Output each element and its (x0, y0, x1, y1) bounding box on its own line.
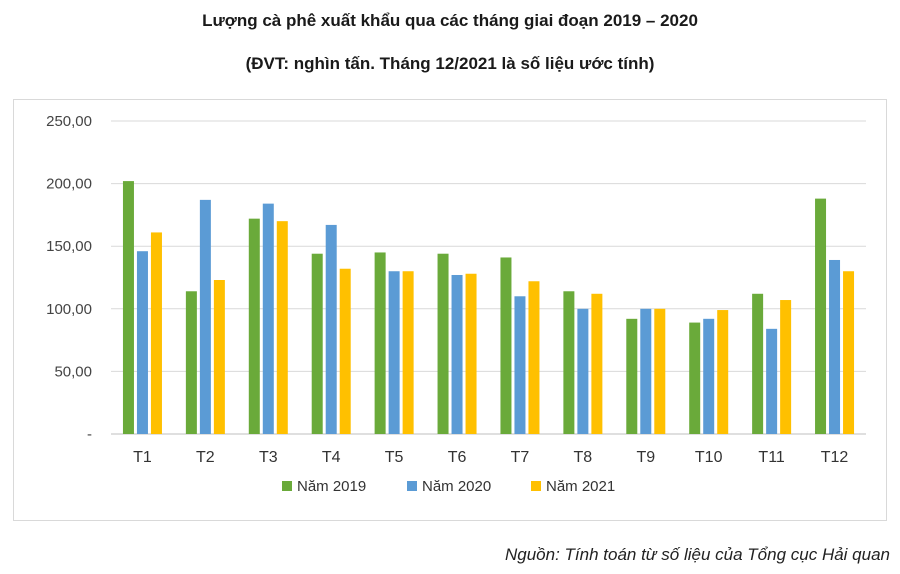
bar-t3-năm-2021 (276, 221, 288, 434)
bar-t10-năm-2021 (717, 310, 729, 434)
bar-t1-năm-2019 (122, 181, 134, 434)
x-tick-label: T3 (259, 449, 278, 466)
legend-swatch (531, 481, 541, 491)
bar-t7-năm-2019 (500, 257, 512, 434)
bar-t1-năm-2021 (150, 232, 162, 434)
bar-t12-năm-2019 (815, 198, 827, 434)
legend-label: Năm 2020 (422, 478, 491, 495)
bar-t10-năm-2019 (689, 322, 701, 434)
x-tick-label: T9 (636, 449, 655, 466)
bar-chart: - 50,00 100,00 150,00 200,00 250,00 T1 T2 T3 T4 T5… (46, 113, 866, 495)
bar-t6-năm-2021 (465, 273, 477, 434)
legend-swatch (407, 481, 417, 491)
bar-t7-năm-2021 (528, 281, 540, 434)
bar-t1-năm-2020 (136, 251, 148, 434)
bar-t8-năm-2019 (563, 291, 575, 434)
bar-t5-năm-2021 (402, 271, 414, 434)
bar-t4-năm-2019 (311, 253, 323, 434)
y-tick-label: 200,00 (46, 176, 92, 193)
bar-t3-năm-2019 (248, 218, 260, 434)
bar-t6-năm-2019 (437, 253, 449, 434)
bar-t5-năm-2019 (374, 252, 386, 434)
x-tick-label: T5 (385, 449, 404, 466)
bar-t2-năm-2021 (213, 280, 225, 434)
x-tick-label: T4 (322, 449, 341, 466)
source-note: Nguồn: Tính toán từ số liệu của Tổng cục… (504, 545, 890, 564)
bar-t2-năm-2020 (199, 199, 211, 434)
x-tick-label: T10 (695, 449, 723, 466)
bar-t11-năm-2021 (780, 300, 792, 434)
bar-t2-năm-2019 (185, 291, 197, 434)
bar-t7-năm-2020 (514, 296, 526, 434)
legend-swatch (282, 481, 292, 491)
bar-t3-năm-2020 (262, 203, 274, 434)
bar-t12-năm-2020 (829, 259, 841, 434)
x-tick-label: T7 (511, 449, 530, 466)
bar-t11-năm-2020 (766, 328, 778, 434)
bar-t4-năm-2021 (339, 268, 351, 434)
x-tick-label: T12 (821, 449, 849, 466)
y-tick-label: 100,00 (46, 301, 92, 318)
chart-frame: - 50,00 100,00 150,00 200,00 250,00 T1 T2 T3 T4 T5… (13, 99, 887, 521)
y-tick-label: 50,00 (54, 363, 92, 380)
x-tick-label: T11 (758, 449, 784, 466)
bar-t9-năm-2021 (654, 308, 666, 434)
bar-t6-năm-2020 (451, 274, 463, 434)
x-tick-label: T1 (133, 449, 152, 466)
legend-label: Năm 2021 (546, 478, 615, 495)
chart-subtitle: (ĐVT: nghìn tấn. Tháng 12/2021 là số liệ… (245, 54, 655, 73)
legend-label: Năm 2019 (297, 478, 366, 495)
bar-t8-năm-2021 (591, 293, 603, 434)
x-tick-label: T8 (574, 449, 593, 466)
bar-t9-năm-2019 (626, 318, 638, 434)
bar-t10-năm-2020 (703, 318, 715, 434)
bar-t4-năm-2020 (325, 224, 337, 434)
y-tick-label: 150,00 (46, 238, 92, 255)
bar-t8-năm-2020 (577, 308, 589, 434)
bar-t12-năm-2021 (843, 271, 855, 434)
x-tick-label: T6 (448, 449, 467, 466)
y-tick-label: 250,00 (46, 113, 92, 130)
chart-title: Lượng cà phê xuất khẩu qua các tháng gia… (202, 11, 698, 30)
bar-t5-năm-2020 (388, 271, 400, 434)
bar-t11-năm-2019 (752, 293, 764, 434)
x-tick-label: T2 (196, 449, 215, 466)
bar-t9-năm-2020 (640, 308, 652, 434)
y-tick-label: - (87, 426, 92, 443)
